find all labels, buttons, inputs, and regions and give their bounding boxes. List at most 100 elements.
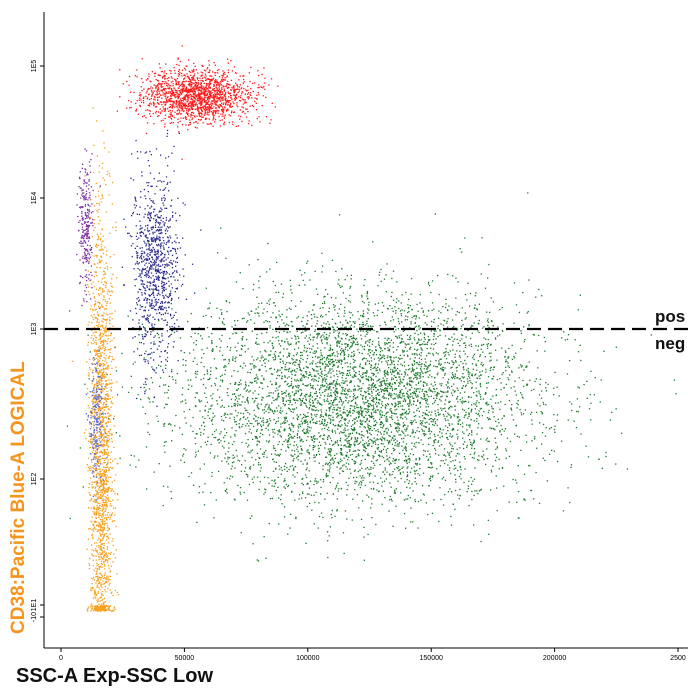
data-point — [419, 420, 422, 422]
data-point — [208, 408, 210, 410]
data-point — [371, 386, 373, 388]
data-point — [492, 408, 494, 410]
data-point — [405, 369, 407, 371]
data-point — [385, 415, 388, 418]
data-point — [200, 335, 202, 337]
data-point — [295, 361, 297, 363]
data-point — [449, 452, 451, 454]
data-point — [381, 401, 383, 403]
data-point — [356, 411, 358, 413]
data-point — [341, 386, 343, 389]
data-point — [248, 467, 251, 469]
data-point — [371, 395, 373, 397]
data-point — [284, 487, 286, 489]
data-point — [382, 356, 384, 358]
data-point — [412, 420, 414, 422]
data-point — [496, 487, 498, 489]
data-point — [353, 354, 356, 357]
data-point — [383, 379, 385, 381]
data-point — [364, 427, 366, 429]
data-point — [487, 376, 490, 378]
data-point — [272, 302, 275, 304]
data-point — [286, 316, 288, 318]
data-point — [333, 419, 335, 421]
data-point — [543, 403, 545, 405]
data-point — [300, 394, 302, 396]
data-point — [267, 408, 269, 410]
data-point — [482, 351, 484, 353]
data-point — [441, 395, 443, 397]
data-point — [288, 392, 290, 395]
data-point — [263, 451, 265, 454]
data-point — [314, 501, 316, 503]
data-point — [436, 419, 438, 421]
data-point — [292, 363, 294, 365]
data-point — [368, 405, 370, 407]
data-point — [335, 399, 337, 401]
data-point — [143, 386, 145, 389]
data-point — [327, 400, 329, 403]
data-point — [405, 443, 408, 445]
data-point — [373, 437, 375, 439]
data-point — [330, 376, 332, 378]
data-point — [219, 385, 221, 387]
data-point — [369, 329, 372, 332]
data-point — [459, 494, 461, 497]
data-point — [268, 354, 270, 356]
data-point — [272, 357, 274, 359]
data-point — [394, 428, 397, 430]
data-point — [593, 394, 595, 396]
data-point — [534, 380, 536, 383]
data-point — [347, 355, 349, 358]
data-point — [361, 300, 364, 303]
data-point — [492, 378, 494, 380]
data-point — [363, 367, 365, 369]
data-point — [428, 443, 430, 446]
data-point — [289, 527, 291, 529]
data-point — [273, 368, 276, 370]
data-point — [336, 466, 338, 468]
data-point — [340, 488, 343, 490]
data-point — [325, 425, 327, 427]
data-point — [240, 470, 242, 472]
data-point — [381, 361, 383, 363]
data-point — [430, 431, 433, 433]
data-point — [309, 371, 311, 373]
data-point — [241, 338, 243, 340]
data-point — [441, 432, 443, 434]
data-point — [300, 448, 302, 450]
data-point — [276, 397, 278, 400]
data-point — [350, 438, 352, 440]
data-point — [339, 410, 341, 412]
data-point — [295, 407, 298, 409]
data-point — [416, 377, 419, 379]
data-point — [278, 429, 281, 431]
data-point — [439, 364, 441, 366]
data-point — [227, 388, 229, 390]
data-point — [356, 441, 358, 443]
data-point — [348, 477, 350, 479]
data-point — [350, 324, 352, 326]
data-point — [394, 405, 396, 407]
data-point — [325, 474, 327, 476]
data-point — [570, 464, 573, 466]
data-point — [191, 385, 193, 387]
data-point — [451, 429, 453, 431]
data-point — [525, 365, 528, 367]
data-point — [247, 371, 249, 373]
data-point — [342, 374, 344, 376]
data-point — [430, 330, 432, 332]
data-point — [469, 453, 472, 456]
data-point — [430, 390, 433, 392]
data-point — [368, 444, 370, 447]
data-point — [404, 400, 407, 402]
data-point — [385, 384, 387, 387]
data-point — [407, 343, 409, 345]
data-point — [230, 436, 232, 438]
data-point — [416, 462, 418, 465]
data-point — [275, 489, 277, 492]
data-point — [409, 453, 412, 455]
data-point — [362, 321, 364, 323]
data-point — [207, 378, 209, 381]
data-point — [375, 375, 377, 378]
